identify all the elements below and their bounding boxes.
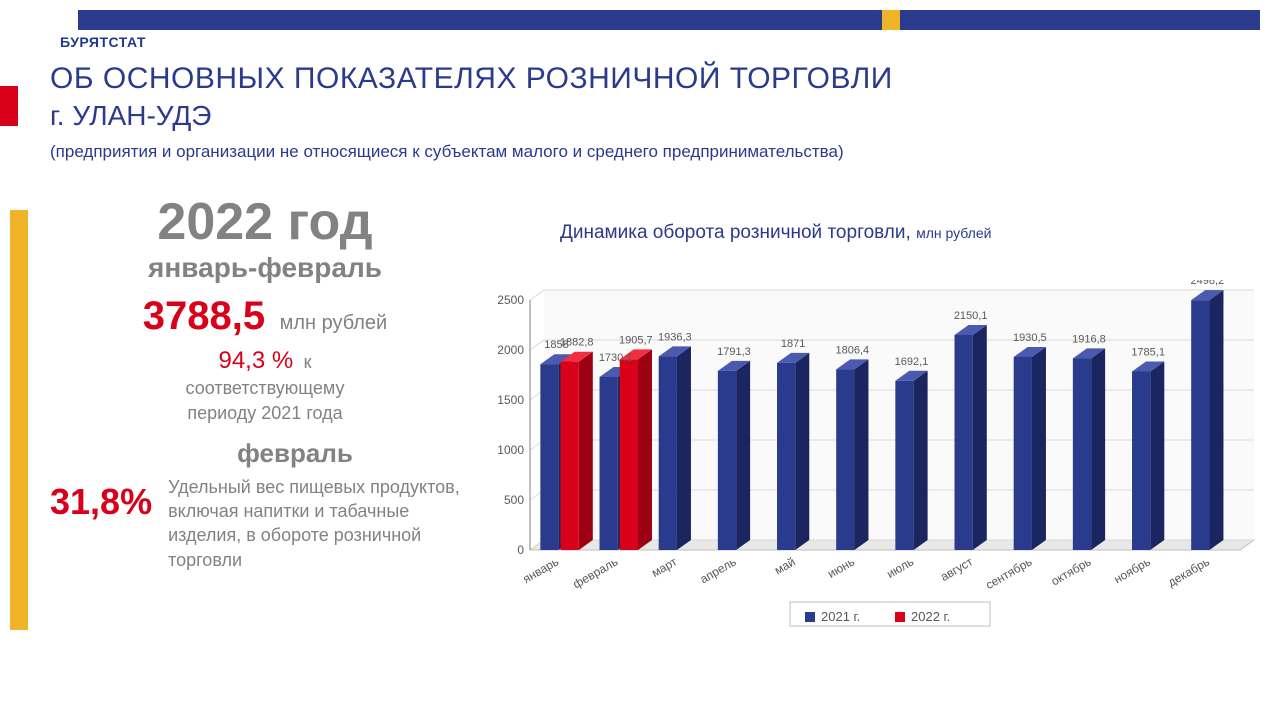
svg-text:1882,8: 1882,8 bbox=[560, 337, 594, 349]
title-line-1: ОБ ОСНОВНЫХ ПОКАЗАТЕЛЯХ РОЗНИЧНОЙ ТОРГОВ… bbox=[50, 62, 1250, 96]
index-pct: 94,3 % bbox=[218, 347, 293, 374]
title-block: ОБ ОСНОВНЫХ ПОКАЗАТЕЛЯХ РОЗНИЧНОЙ ТОРГОВ… bbox=[50, 62, 1250, 162]
svg-text:апрель: апрель bbox=[697, 554, 738, 586]
share-row: 31,8% Удельный вес пищевых продуктов, вк… bbox=[50, 475, 480, 572]
svg-text:2021 г.: 2021 г. bbox=[821, 609, 860, 624]
svg-text:август: август bbox=[938, 554, 976, 584]
svg-text:0: 0 bbox=[517, 543, 524, 557]
chart-title-main: Динамика оборота розничной торговли, bbox=[560, 222, 911, 243]
year-label: 2022 год bbox=[50, 192, 480, 252]
index-desc-2: периоду 2021 года bbox=[50, 402, 480, 425]
summary-panel: 2022 год январь-февраль 3788,5 млн рубле… bbox=[50, 192, 480, 572]
index-k: к bbox=[304, 352, 312, 372]
svg-text:2500: 2500 bbox=[497, 293, 524, 307]
svg-text:1936,3: 1936,3 bbox=[658, 331, 692, 343]
svg-text:декабрь: декабрь bbox=[1165, 554, 1212, 589]
svg-text:1785,1: 1785,1 bbox=[1131, 346, 1165, 358]
svg-text:сентябрь: сентябрь bbox=[983, 554, 1034, 592]
svg-text:июль: июль bbox=[884, 554, 916, 580]
svg-text:ноябрь: ноябрь bbox=[1111, 554, 1152, 586]
svg-text:1930,5: 1930,5 bbox=[1013, 332, 1047, 344]
svg-text:1500: 1500 bbox=[497, 393, 524, 407]
bar-chart-svg: 0500100015002000250018581882,8январь1730… bbox=[480, 280, 1260, 640]
svg-text:октябрь: октябрь bbox=[1049, 554, 1094, 588]
month-header: февраль bbox=[110, 438, 480, 469]
svg-text:1806,4: 1806,4 bbox=[835, 344, 869, 356]
svg-text:1730,1: 1730,1 bbox=[599, 352, 633, 364]
share-pct: 31,8% bbox=[50, 481, 152, 523]
subtitle: (предприятия и организации не относящиес… bbox=[50, 142, 1250, 162]
svg-text:1000: 1000 bbox=[497, 443, 524, 457]
svg-text:1692,1: 1692,1 bbox=[895, 356, 929, 368]
svg-text:500: 500 bbox=[504, 493, 524, 507]
turnover-unit: млн рублей bbox=[280, 312, 388, 335]
title-line-2: г. УЛАН-УДЭ bbox=[50, 100, 1250, 132]
gold-side-bar bbox=[10, 210, 28, 630]
index-desc-1: соответствующему bbox=[50, 377, 480, 400]
chart-title-unit: млн рублей bbox=[916, 225, 991, 241]
svg-text:1916,8: 1916,8 bbox=[1072, 333, 1106, 345]
chart-title: Динамика оборота розничной торговли, млн… bbox=[560, 222, 991, 244]
svg-text:2498,2: 2498,2 bbox=[1190, 280, 1224, 287]
org-name: БУРЯТСТАТ bbox=[60, 34, 146, 50]
svg-text:1905,7: 1905,7 bbox=[619, 334, 653, 346]
turnover-row: 3788,5 млн рублей bbox=[50, 294, 480, 339]
svg-text:1791,3: 1791,3 bbox=[717, 346, 751, 358]
svg-text:1871: 1871 bbox=[781, 338, 805, 350]
svg-text:2150,1: 2150,1 bbox=[954, 310, 988, 322]
svg-text:июнь: июнь bbox=[825, 554, 857, 580]
svg-text:январь: январь bbox=[520, 554, 561, 586]
index-row: 94,3 % к bbox=[50, 347, 480, 375]
red-accent-bar bbox=[0, 86, 18, 126]
svg-text:май: май bbox=[772, 554, 798, 577]
svg-text:2022 г.: 2022 г. bbox=[911, 609, 950, 624]
svg-text:2000: 2000 bbox=[497, 343, 524, 357]
turnover-value: 3788,5 bbox=[143, 294, 265, 339]
chart-area: 0500100015002000250018581882,8январь1730… bbox=[480, 280, 1260, 640]
header-bar-accent bbox=[882, 10, 900, 30]
header-bar bbox=[78, 10, 1260, 30]
svg-text:февраль: февраль bbox=[570, 554, 620, 591]
period-label: январь-февраль bbox=[50, 252, 480, 284]
share-desc: Удельный вес пищевых продуктов, включая … bbox=[168, 475, 480, 572]
svg-text:март: март bbox=[649, 554, 680, 580]
